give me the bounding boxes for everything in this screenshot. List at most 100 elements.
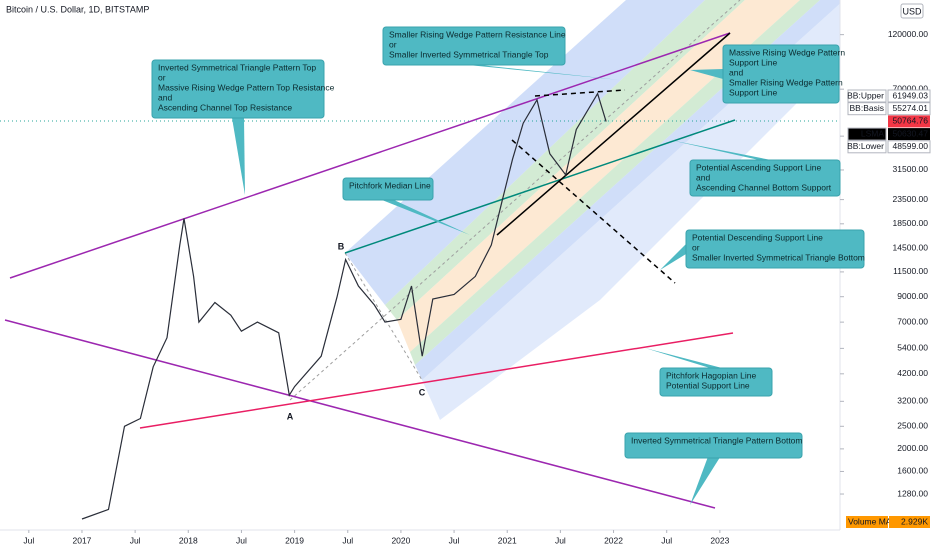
callout-pointer bbox=[690, 458, 720, 505]
x-tick-label: 2021 bbox=[498, 535, 517, 545]
callout-text: Support Line bbox=[729, 87, 777, 97]
callout-box bbox=[685, 229, 865, 269]
volume-value-box bbox=[889, 516, 930, 528]
callout-box bbox=[624, 432, 803, 459]
callout-box bbox=[659, 367, 773, 397]
x-tick-label: Jul bbox=[449, 535, 460, 545]
callout-text: and bbox=[729, 67, 743, 77]
indicator-name-box bbox=[847, 140, 887, 154]
volume-name: Volume MA bbox=[848, 516, 892, 526]
callout-box bbox=[151, 59, 325, 119]
trend-line bbox=[511, 139, 676, 284]
indicator-value: 50764.76 bbox=[893, 116, 929, 126]
callout-box bbox=[689, 159, 841, 197]
pitchfork-band bbox=[422, 3, 840, 420]
currency: USD bbox=[902, 6, 922, 16]
callout-text: or bbox=[692, 242, 700, 252]
x-tick-label: Jul bbox=[130, 535, 141, 545]
callout-text: or bbox=[389, 39, 397, 49]
indicator-value-box bbox=[888, 115, 930, 128]
chart-title: Bitcoin / U.S. Dollar, 1D, BITSTAMP bbox=[6, 4, 149, 14]
y-tick-label: 4200.00 bbox=[897, 368, 928, 378]
callout-pointer bbox=[382, 200, 470, 235]
y-tick-label: 2000.00 bbox=[897, 443, 928, 453]
callout-text: Ascending Channel Top Resistance bbox=[158, 102, 292, 112]
callout-text: Smaller Inverted Symmetrical Triangle To… bbox=[389, 49, 549, 59]
y-tick-label: 1280.00 bbox=[897, 488, 928, 498]
indicator-name-box bbox=[847, 89, 887, 103]
callout-text: Pitchfork Median Line bbox=[349, 180, 431, 190]
y-tick-label: 7000.00 bbox=[897, 316, 928, 326]
callout-text: Potential Ascending Support Line bbox=[696, 162, 822, 172]
indicator-value-box bbox=[887, 102, 931, 116]
trend-line bbox=[534, 89, 626, 97]
indicator-name: LSMA bbox=[861, 128, 884, 138]
callout-text: and bbox=[696, 172, 710, 182]
indicator-name: BB:Upper bbox=[847, 90, 884, 100]
indicator-name-box bbox=[847, 102, 887, 116]
currency-badge[interactable] bbox=[900, 3, 924, 19]
annotations: Inverted Symmetrical Triangle Pattern To… bbox=[151, 26, 865, 505]
y-tick-label: 5400.00 bbox=[897, 343, 928, 353]
y-tick-label: 23500.00 bbox=[893, 194, 929, 204]
y-tick-label: 18500.00 bbox=[893, 218, 929, 228]
pitchfork-band bbox=[410, 0, 820, 365]
y-tick-label: 2500.00 bbox=[897, 421, 928, 431]
callout-pointer bbox=[660, 244, 686, 270]
x-tick-label: 2020 bbox=[391, 535, 410, 545]
series bbox=[81, 92, 607, 520]
callout-pointer bbox=[232, 118, 245, 195]
y-tick-label: 14500.00 bbox=[893, 243, 929, 253]
indicator-value-box bbox=[887, 89, 931, 103]
point-label: B bbox=[338, 241, 345, 251]
x-tick-label: Jul bbox=[342, 535, 353, 545]
trend-line bbox=[4, 319, 716, 509]
indicator-value: 48599.00 bbox=[893, 141, 929, 151]
x-tick-label: Jul bbox=[23, 535, 34, 545]
callout-text: Smaller Rising Wedge Pattern bbox=[729, 77, 843, 87]
y-tick-label: 11500.00 bbox=[893, 266, 928, 276]
callout-pointer bbox=[690, 69, 723, 79]
callout-text: Ascending Channel Bottom Support bbox=[696, 182, 832, 192]
indicator-name: BB:Basis bbox=[850, 103, 885, 113]
callout-text: Massive Rising Wedge Pattern Top Resista… bbox=[158, 82, 335, 92]
trend-line bbox=[496, 32, 731, 236]
callout-text: Potential Support Line bbox=[666, 380, 750, 390]
callout-box bbox=[382, 26, 566, 66]
callout-text: Support Line bbox=[729, 57, 777, 67]
indicator-name-box bbox=[847, 127, 887, 141]
x-tick-label: 2018 bbox=[179, 535, 198, 545]
y-tick-label: 1600.00 bbox=[897, 466, 928, 476]
y-tick-label: 31500.00 bbox=[893, 164, 929, 174]
y-tick-label: 70000.00 bbox=[893, 83, 929, 93]
callout-text: and bbox=[158, 92, 172, 102]
x-tick-label: 2017 bbox=[73, 535, 92, 545]
point-label: C bbox=[419, 387, 426, 397]
callout-text: Smaller Inverted Symmetrical Triangle Bo… bbox=[692, 252, 865, 262]
trend-line bbox=[9, 32, 731, 279]
callout-box bbox=[722, 44, 840, 104]
callout-text: Smaller Rising Wedge Pattern Resistance … bbox=[389, 29, 566, 39]
indicator-value: 55274.01 bbox=[893, 103, 929, 113]
y-tick-label: 3200.00 bbox=[897, 396, 928, 406]
callout-text: Massive Rising Wedge Pattern bbox=[729, 47, 845, 57]
trend-line bbox=[139, 332, 734, 429]
callout-text: Inverted Symmetrical Triangle Pattern To… bbox=[158, 62, 316, 72]
x-tick-label: 2023 bbox=[710, 535, 729, 545]
volume-value: 2.929K bbox=[901, 516, 928, 526]
indicator-value: 50630.47 bbox=[893, 128, 929, 138]
callout-pointer bbox=[670, 140, 771, 160]
callout-text: Pitchfork Hagopian Line bbox=[666, 370, 757, 380]
indicator-value-box bbox=[888, 128, 930, 141]
callout-pointer bbox=[468, 65, 620, 80]
price-line bbox=[81, 92, 607, 520]
x-tick-label: Jul bbox=[236, 535, 247, 545]
callout-pointer bbox=[645, 348, 722, 368]
pitchfork-band bbox=[345, 0, 705, 305]
y-tick-label: 120000.00 bbox=[888, 29, 928, 39]
pitchfork-band bbox=[385, 0, 745, 320]
drawings bbox=[0, 0, 840, 509]
callout-box bbox=[342, 177, 434, 201]
callout-text: Inverted Symmetrical Triangle Pattern Bo… bbox=[631, 435, 803, 445]
